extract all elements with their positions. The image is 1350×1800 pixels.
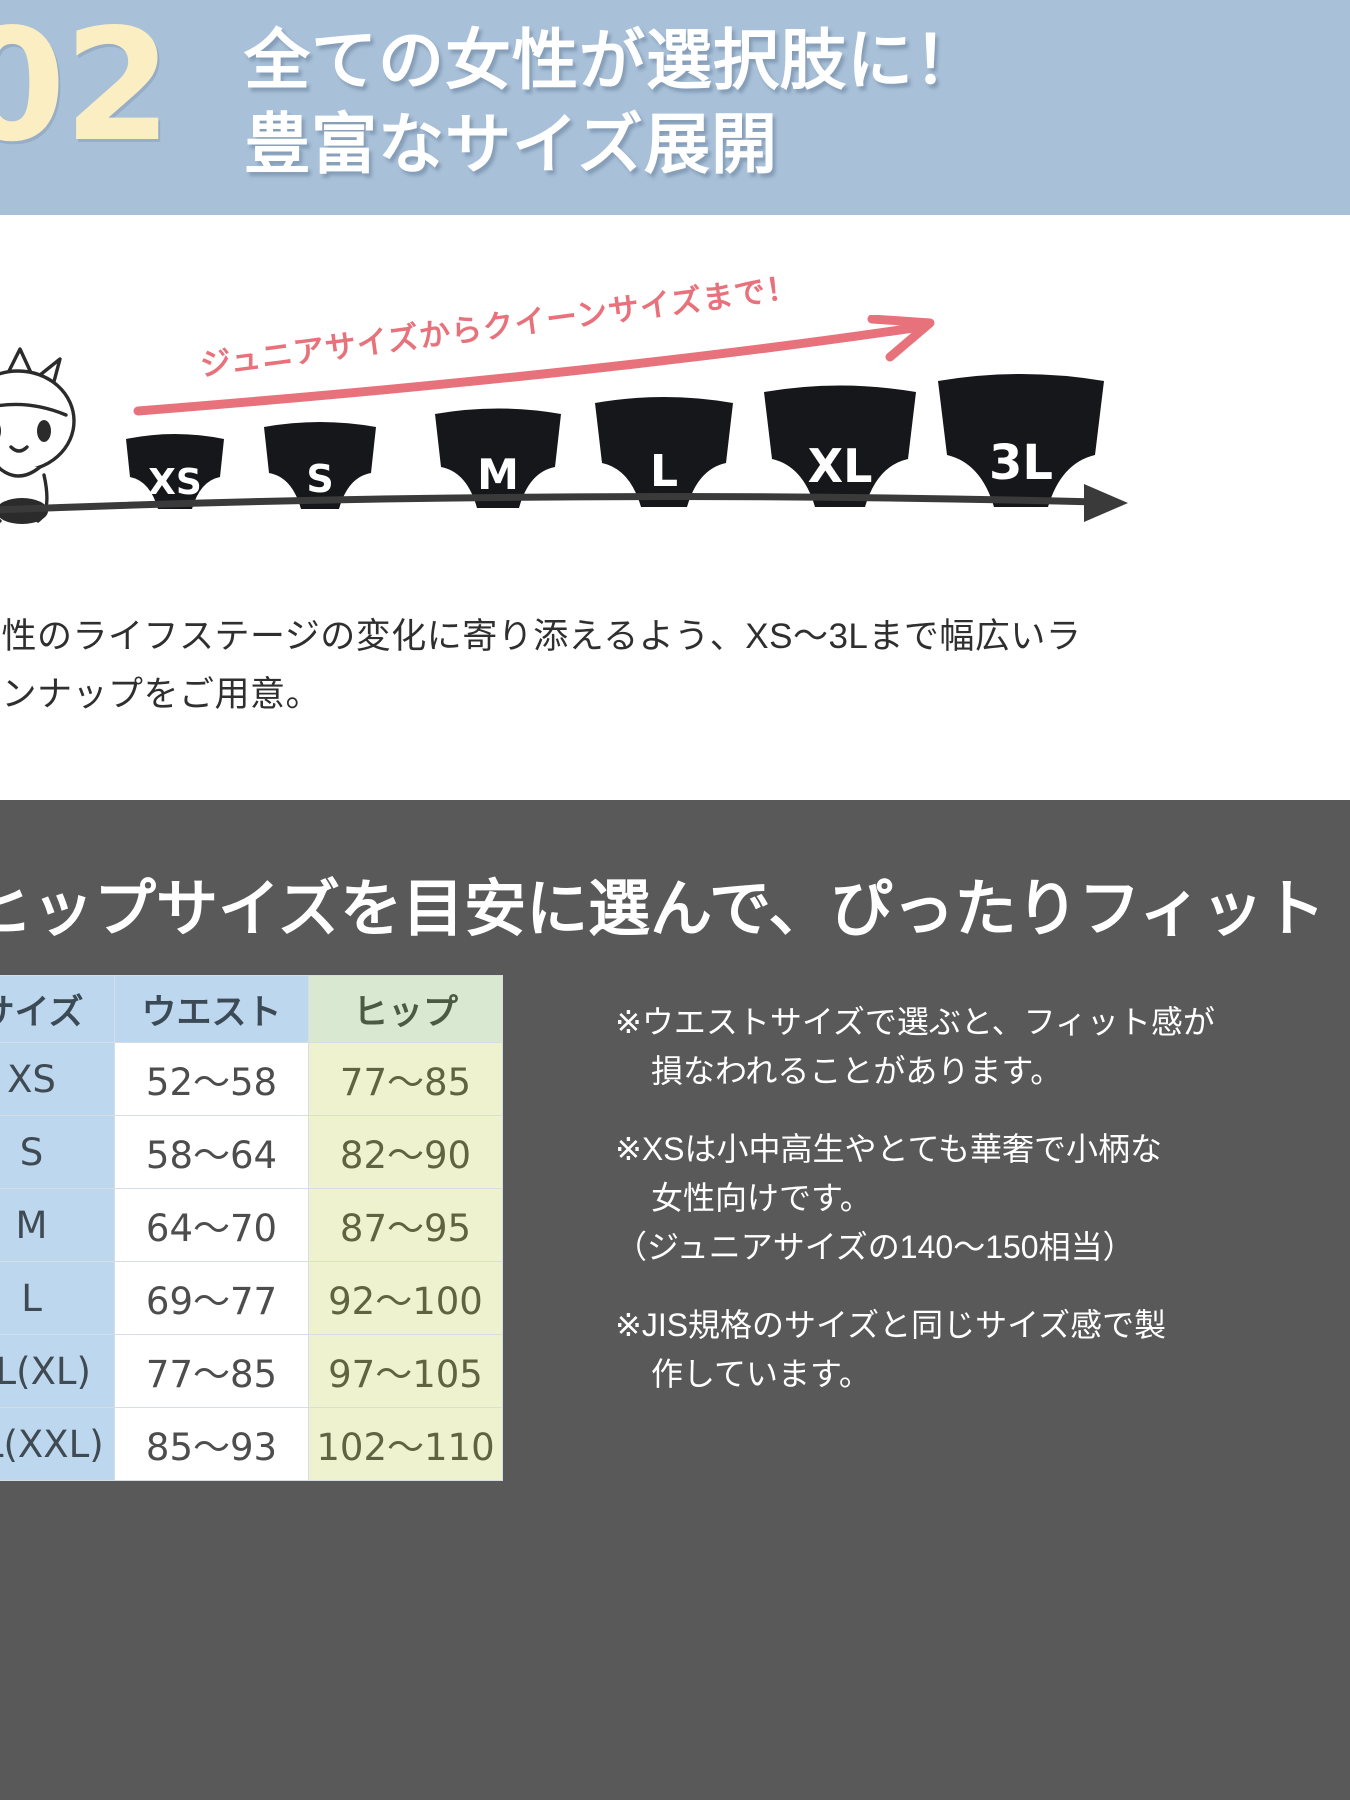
pink-growth-arrow-icon	[130, 314, 970, 425]
cell-size: 3L(XXL)	[0, 1407, 115, 1481]
cell-waist: 64〜70	[114, 1188, 309, 1262]
note-line: 損なわれることがあります。	[651, 1052, 1063, 1089]
note-line: ※XSは小中高生やとても華奢で小柄な	[615, 1131, 1162, 1168]
cell-hip: 97〜105	[308, 1334, 503, 1408]
size-icon-l: L	[588, 391, 740, 515]
note-item: ※ウエストサイズで選ぶと、フィット感が 損なわれることがあります。	[615, 998, 1235, 1095]
cell-hip: 102〜110	[308, 1407, 503, 1481]
cell-size: M	[0, 1188, 115, 1262]
size-icon-row: XS S M L XL	[0, 355, 1150, 515]
cell-size: L	[0, 1261, 115, 1335]
table-row: S 58〜64 82〜90	[0, 1115, 503, 1189]
page-title-line1: 全ての女性が選択肢に！	[244, 23, 981, 97]
note-line: ※ウエストサイズで選ぶと、フィット感が	[615, 1004, 1215, 1040]
cell-hip: 87〜95	[308, 1188, 503, 1262]
note-line: （ジュニアサイズの140〜150相当）	[615, 1228, 1135, 1265]
table-row: 2L(XL) 77〜85 97〜105	[0, 1334, 503, 1408]
size-icon-xs: XS	[120, 429, 230, 515]
cell-waist: 52〜58	[114, 1042, 309, 1116]
note-line: 作しています。	[651, 1355, 871, 1392]
size-icon-3l: 3L	[930, 367, 1112, 515]
cell-size: 2L(XL)	[0, 1334, 115, 1408]
cell-waist: 77〜85	[114, 1334, 309, 1408]
cat-mascot-icon	[0, 335, 98, 525]
description-paragraph: 女性のライフステージの変化に寄り添えるよう、XS〜3Lまで幅広いラ インナップを…	[0, 608, 1146, 724]
page-title: 全ての女性が選択肢に！ 豊富なサイズ展開	[244, 18, 981, 187]
note-line: ※JIS規格のサイズと同じサイズ感で製	[615, 1307, 1167, 1344]
cell-waist: 58〜64	[114, 1115, 309, 1189]
cell-size: S	[0, 1115, 115, 1189]
size-chart-notes: ※ウエストサイズで選ぶと、フィット感が 損なわれることがあります。 ※XSは小中…	[615, 998, 1235, 1428]
size-icon-label: L	[649, 446, 679, 497]
size-progression-arrow-icon	[0, 480, 1150, 526]
cell-size: XS	[0, 1042, 115, 1116]
description-line1: 女性のライフステージの変化に寄り添えるよう、XS〜3Lまで幅広いラ	[0, 617, 1082, 656]
table-row: XS 52〜58 77〜85	[0, 1042, 503, 1116]
size-icon-xl: XL	[756, 379, 924, 515]
table-row: 3L(XXL) 85〜93 102〜110	[0, 1407, 503, 1481]
note-line: 女性向けです。	[651, 1179, 872, 1216]
size-icon-label: 3L	[989, 435, 1053, 491]
note-item: ※XSは小中高生やとても華奢で小柄な 女性向けです。 （ジュニアサイズの140〜…	[615, 1125, 1235, 1271]
cell-waist: 69〜77	[114, 1261, 309, 1335]
cell-waist: 85〜93	[114, 1407, 309, 1481]
section-size-chart: ヒップサイズを目安に選んで、ぴったりフィット サイズ ウエスト ヒップ XS 5…	[0, 800, 1350, 1800]
size-icon-label: XL	[807, 439, 873, 493]
size-chart-table: サイズ ウエスト ヒップ XS 52〜58 77〜85 S 58〜64 82〜9…	[0, 975, 503, 1481]
size-icon-s: S	[258, 417, 382, 515]
size-chart-heading: ヒップサイズを目安に選んで、ぴったりフィット	[0, 875, 1326, 944]
description-line2: インナップをご用意。	[0, 674, 322, 714]
table-header-row: サイズ ウエスト ヒップ	[0, 975, 503, 1043]
cell-hip: 92〜100	[308, 1261, 503, 1335]
column-header-size: サイズ	[0, 975, 115, 1043]
column-header-hip: ヒップ	[308, 975, 503, 1043]
cell-hip: 82〜90	[308, 1115, 503, 1189]
page-title-line2: 豊富なサイズ展開	[244, 107, 779, 182]
size-icon-m: M	[428, 403, 568, 515]
size-icon-label: S	[306, 457, 334, 501]
note-item: ※JIS規格のサイズと同じサイズ感で製 作しています。	[615, 1301, 1235, 1398]
table-row: L 69〜77 92〜100	[0, 1261, 503, 1335]
size-icon-label: M	[477, 450, 519, 499]
cell-hip: 77〜85	[308, 1042, 503, 1116]
section-number: 02	[0, 0, 172, 176]
size-icon-label: XS	[148, 462, 202, 503]
table-row: M 64〜70 87〜95	[0, 1188, 503, 1262]
column-header-waist: ウエスト	[114, 975, 309, 1043]
size-lineup-illustration: ジュニアサイズからクイーンサイズまで！ XS S M L	[0, 215, 1350, 600]
section-header: 02 全ての女性が選択肢に！ 豊富なサイズ展開	[0, 0, 1350, 215]
